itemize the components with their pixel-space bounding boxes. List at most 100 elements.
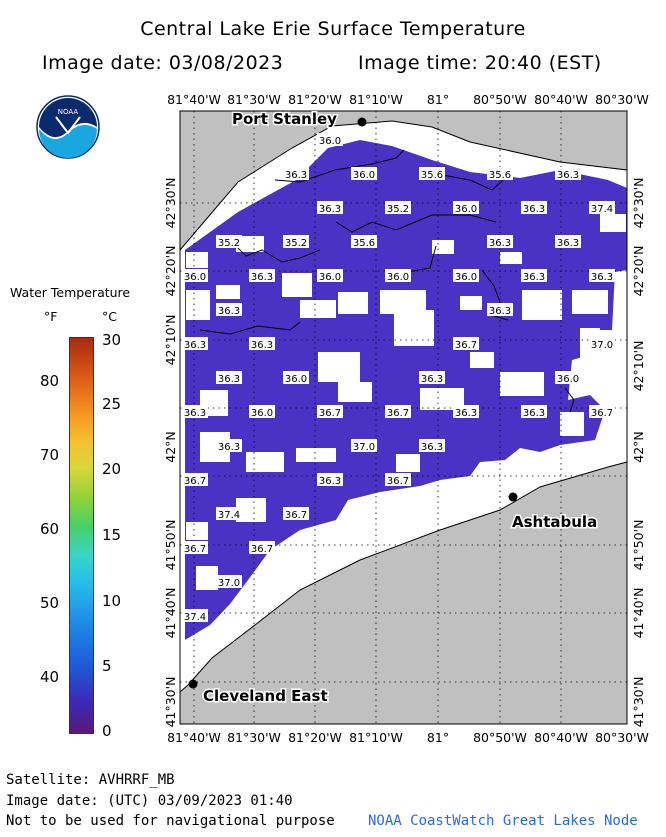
temperature-label: 35.2	[218, 238, 240, 249]
lon-label: 80°50'W	[473, 730, 527, 745]
temperature-color-scale	[69, 337, 94, 734]
temperature-label: 35.6	[353, 238, 375, 249]
temperature-label: 37.0	[591, 340, 613, 351]
lat-label: 42°N	[631, 431, 646, 463]
temperature-label-box	[521, 405, 547, 418]
temperature-label-box	[283, 167, 309, 180]
temperature-label-box	[487, 303, 513, 316]
disclaimer: Not to be used for navigational purpose	[6, 813, 335, 829]
lon-label: 80°50'W	[473, 92, 527, 107]
temperature-label-box	[182, 541, 208, 554]
c-tick: 25	[102, 395, 122, 413]
noaa-logo: NOAA	[36, 95, 100, 159]
city-marker	[357, 117, 367, 127]
temperature-label: 37.0	[353, 442, 375, 453]
temperature-label-box	[216, 371, 242, 384]
temperature-label: 35.6	[421, 170, 443, 181]
f-tick: 70	[40, 446, 60, 464]
temperature-label-box	[589, 201, 615, 214]
map-frame	[179, 110, 628, 725]
lat-label: 42°30'N	[631, 178, 646, 229]
temperature-label: 36.0	[184, 272, 206, 283]
credit: NOAA CoastWatch Great Lakes Node	[368, 813, 638, 829]
temperature-label-box	[385, 473, 411, 486]
temperature-label-box	[317, 269, 343, 282]
lon-label: 81°20'W	[288, 92, 342, 107]
lon-label: 81°	[427, 92, 449, 107]
utc-date: Image date: (UTC) 03/09/2023 01:40	[6, 793, 293, 809]
temperature-label-box	[589, 337, 615, 350]
temperature-label-box	[283, 371, 309, 384]
lon-label: 81°10'W	[349, 92, 403, 107]
temperature-label: 36.3	[489, 238, 511, 249]
temperature-label-box	[283, 507, 309, 520]
temperature-label-box	[182, 405, 208, 418]
temperature-label: 36.0	[285, 374, 307, 385]
temperature-label-box	[351, 235, 377, 248]
temperature-label-box	[555, 371, 581, 384]
legend-unit-f: °F	[44, 309, 58, 324]
temperature-label-box	[182, 609, 208, 622]
f-tick: 80	[40, 372, 60, 390]
temperature-label: 36.3	[184, 340, 206, 351]
temperature-label: 36.3	[523, 204, 545, 215]
temperature-label-box	[419, 439, 445, 452]
temperature-label-box	[521, 269, 547, 282]
temperature-label-box	[249, 405, 275, 418]
lat-label: 42°20'N	[163, 246, 178, 297]
lon-label: 81°30'W	[227, 730, 281, 745]
lon-label: 80°40'W	[534, 730, 588, 745]
lon-label: 81°	[427, 730, 449, 745]
f-tick: 50	[40, 594, 60, 612]
temperature-label: 36.7	[184, 544, 206, 555]
legend-title: Water Temperature	[10, 285, 131, 300]
lon-label: 81°40'W	[167, 92, 221, 107]
temperature-label-box	[487, 235, 513, 248]
temperature-label: 37.4	[218, 510, 240, 521]
temperature-label: 35.6	[489, 170, 511, 181]
lon-labels-bottom: 81°40'W 81°30'W 81°20'W 81°10'W 81° 80°5…	[167, 730, 649, 745]
city-label: Ashtabula	[512, 513, 597, 531]
lat-label: 42°30'N	[163, 178, 178, 229]
c-tick: 30	[102, 331, 122, 349]
temperature-label-box	[216, 235, 242, 248]
temperature-label: 36.3	[523, 272, 545, 283]
temperature-label-box	[317, 473, 343, 486]
temperature-label: 36.3	[218, 374, 240, 385]
c-tick: 15	[102, 526, 122, 544]
temperature-label: 36.7	[387, 408, 409, 419]
temperature-label-box	[249, 269, 275, 282]
logo-text: NOAA	[58, 108, 79, 116]
temperature-label: 36.3	[251, 272, 273, 283]
temperature-label: 36.3	[489, 306, 511, 317]
temperature-label-box	[283, 235, 309, 248]
temperature-label-box	[385, 269, 411, 282]
temperature-label-box	[317, 133, 343, 146]
city-marker	[188, 679, 198, 689]
lon-label: 81°10'W	[349, 730, 403, 745]
city-labels: Port Stanley Ashtabula Cleveland East	[202, 109, 599, 707]
temperature-label-box	[521, 201, 547, 214]
temperature-label-box	[555, 167, 581, 180]
temperature-label: 36.7	[285, 510, 307, 521]
map-title: Central Lake Erie Surface Temperature	[140, 18, 526, 40]
temperature-label: 36.7	[251, 544, 273, 555]
c-tick: 0	[102, 722, 112, 740]
temperature-label: 36.3	[319, 476, 341, 487]
c-tick: 5	[102, 657, 112, 675]
temperature-label-box	[216, 575, 242, 588]
temperature-label-box	[182, 269, 208, 282]
temperature-label-box	[453, 405, 479, 418]
lat-label: 42°N	[163, 431, 178, 463]
temperature-label-box	[216, 439, 242, 452]
temperature-label: 37.4	[184, 612, 206, 623]
temperature-label: 36.3	[218, 442, 240, 453]
temperature-label: 36.0	[455, 272, 477, 283]
temperature-label: 36.0	[387, 272, 409, 283]
temperature-label-box	[182, 337, 208, 350]
temperature-label-box	[385, 201, 411, 214]
temperature-label: 36.0	[319, 272, 341, 283]
temperature-label: 36.3	[591, 272, 613, 283]
temperature-label: 37.0	[218, 578, 240, 589]
temperature-label-box	[419, 371, 445, 384]
